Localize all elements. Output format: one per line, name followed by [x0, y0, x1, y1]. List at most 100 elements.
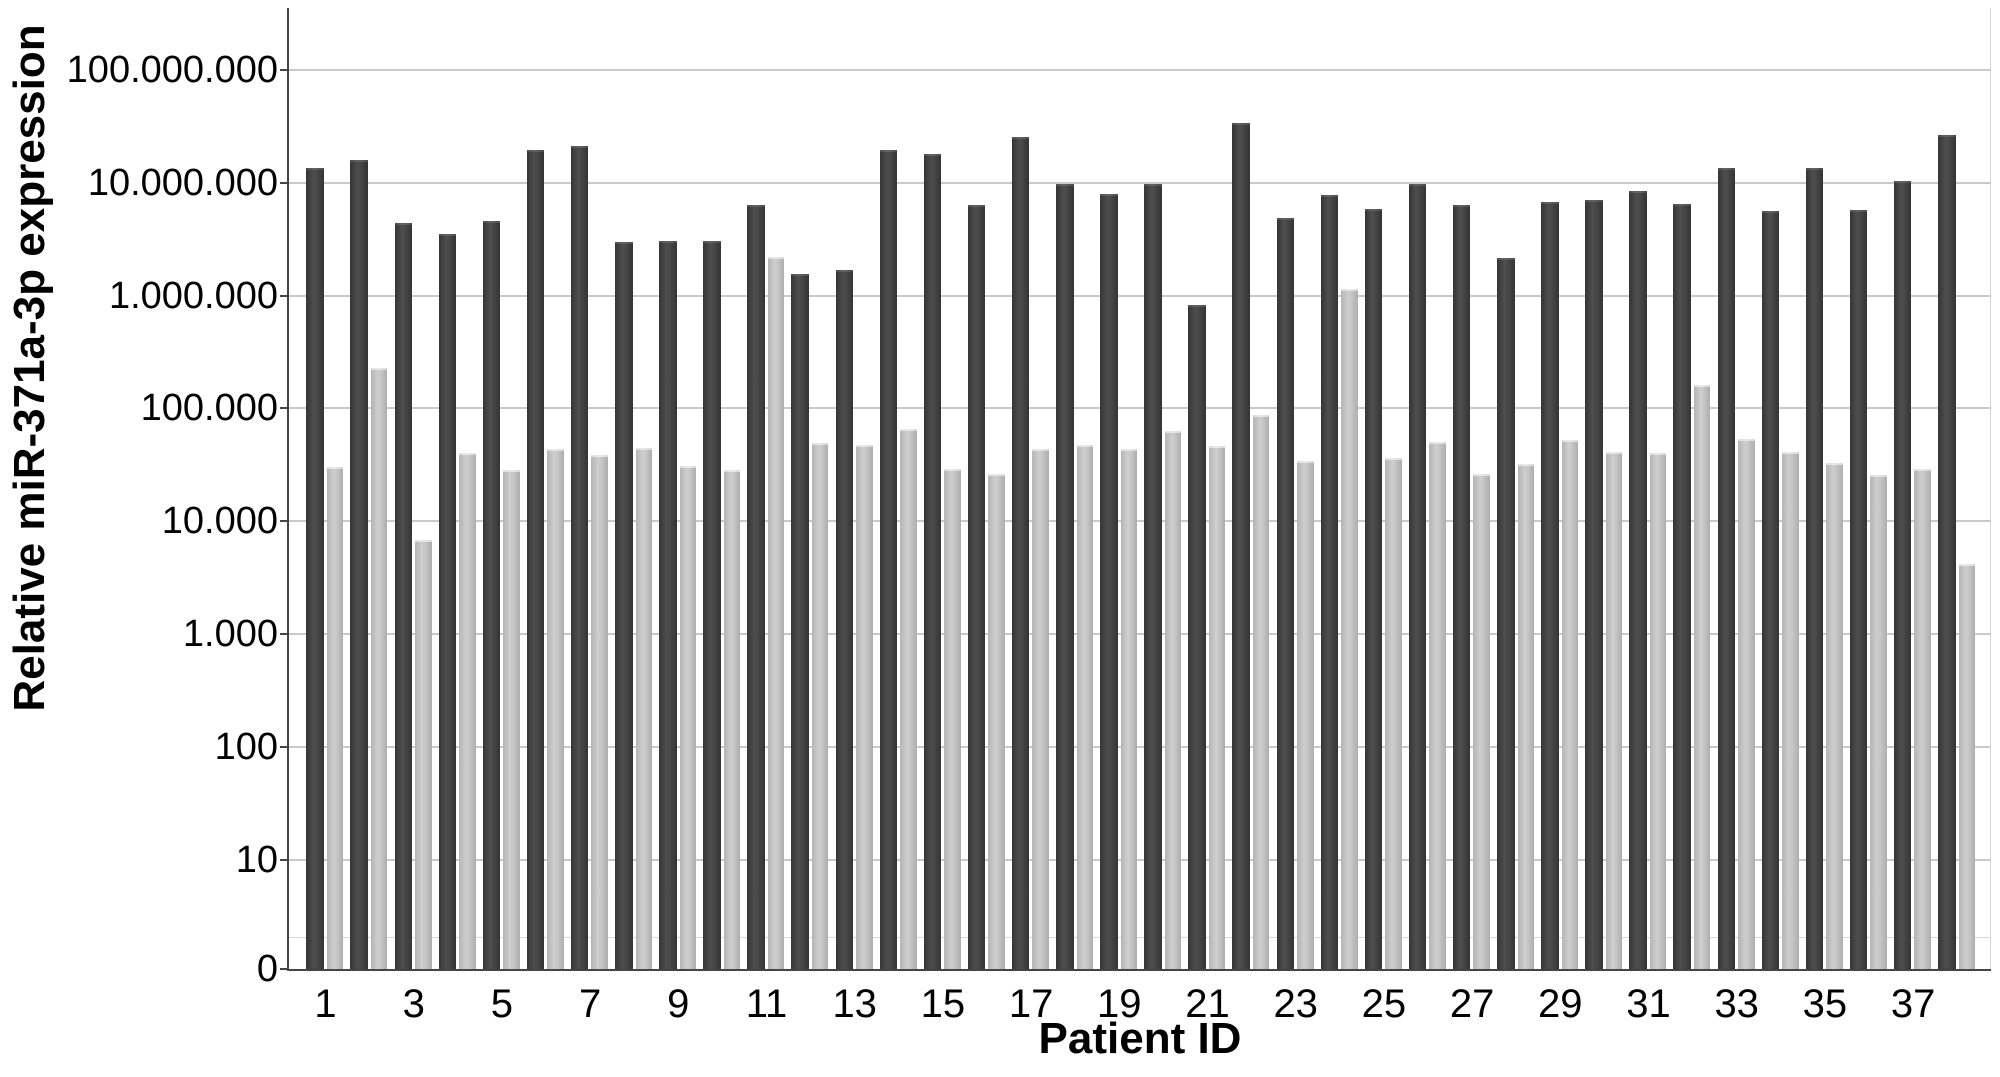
- bar-light-patient-20: [1164, 431, 1182, 969]
- bar-dark-patient-13: [835, 269, 853, 969]
- bar-dark-patient-4: [438, 234, 457, 969]
- x-tick-label: 7: [578, 982, 602, 1026]
- bar-light-patient-5: [503, 469, 520, 969]
- y-tick-label: 100: [214, 726, 278, 769]
- bar-light-patient-9: [679, 465, 697, 969]
- y-tick-label: 10.000: [161, 500, 278, 543]
- y-gridline: [289, 407, 1991, 410]
- bar-light-patient-7: [591, 454, 608, 969]
- bar-light-patient-32: [1693, 385, 1711, 969]
- bar-light-patient-30: [1605, 451, 1623, 969]
- y-tick-mark: [280, 68, 288, 71]
- bar-light-patient-8: [635, 447, 652, 969]
- bar-dark-patient-23: [1276, 217, 1294, 969]
- bar-light-patient-14: [900, 428, 917, 969]
- bar-light-patient-38: [1958, 563, 1975, 969]
- y-tick-mark: [280, 746, 288, 749]
- x-tick-label: 29: [1538, 982, 1583, 1026]
- bar-dark-patient-21: [1188, 304, 1206, 969]
- plot-area: [280, 8, 1991, 971]
- bar-light-patient-15: [944, 469, 961, 969]
- y-axis-line: [287, 8, 289, 971]
- bar-dark-patient-16: [967, 204, 986, 969]
- bar-light-patient-24: [1341, 288, 1358, 969]
- x-tick-label: 9: [667, 982, 690, 1026]
- bar-dark-patient-26: [1408, 183, 1427, 969]
- x-tick-label: 3: [402, 982, 425, 1026]
- bar-light-patient-13: [856, 444, 873, 969]
- bar-light-patient-19: [1120, 448, 1138, 969]
- bar-dark-patient-29: [1541, 202, 1559, 969]
- bar-light-patient-21: [1208, 445, 1226, 969]
- y-gridline-one: [289, 937, 1991, 938]
- bar-dark-patient-1: [306, 168, 324, 969]
- bar-light-patient-2: [370, 367, 388, 969]
- bar-dark-patient-11: [747, 205, 765, 969]
- y-tick-mark: [280, 633, 288, 636]
- x-tick-label: 33: [1714, 982, 1759, 1026]
- bar-light-patient-35: [1826, 462, 1843, 969]
- bar-light-patient-25: [1385, 457, 1402, 969]
- x-tick-label: 11: [745, 982, 788, 1026]
- bar-light-patient-27: [1473, 474, 1490, 969]
- bar-dark-patient-17: [1011, 136, 1030, 969]
- bar-light-patient-10: [723, 469, 741, 969]
- bar-dark-patient-15: [923, 154, 942, 969]
- y-tick-mark: [280, 181, 288, 184]
- x-tick-label: 17: [1008, 982, 1054, 1026]
- x-tick-label: 19: [1097, 982, 1142, 1026]
- bar-light-patient-23: [1297, 461, 1314, 969]
- bar-light-patient-11: [767, 256, 785, 969]
- bar-dark-patient-22: [1232, 123, 1250, 969]
- x-tick-label: 13: [832, 982, 877, 1026]
- x-tick-label: 35: [1802, 982, 1848, 1026]
- y-tick-label: 1.000.000: [108, 274, 278, 317]
- x-axis-title: Patient ID: [1038, 1014, 1242, 1063]
- bar-light-patient-22: [1252, 415, 1270, 969]
- y-tick-label: 100.000: [140, 387, 278, 430]
- bar-dark-patient-31: [1629, 190, 1647, 969]
- y-tick-label: 100.000.000: [66, 48, 278, 91]
- bar-light-patient-12: [811, 443, 829, 969]
- bar-dark-patient-10: [703, 240, 721, 969]
- x-tick-label: 31: [1626, 982, 1671, 1026]
- y-gridline: [289, 294, 1991, 297]
- x-tick-label: 15: [920, 982, 966, 1026]
- bar-light-patient-1: [326, 467, 344, 969]
- bar-dark-patient-28: [1497, 258, 1515, 969]
- bar-dark-patient-32: [1673, 203, 1691, 969]
- y-tick-mark: [280, 294, 288, 297]
- x-tick-label: 21: [1185, 982, 1230, 1026]
- bar-light-patient-34: [1782, 452, 1799, 969]
- y-tick-mark: [280, 968, 288, 970]
- bar-light-patient-36: [1870, 475, 1887, 969]
- y-gridline: [289, 859, 1991, 861]
- bar-dark-patient-3: [394, 222, 412, 969]
- bar-light-patient-37: [1914, 469, 1931, 969]
- bar-dark-patient-34: [1761, 211, 1780, 969]
- y-tick-label: 1.000: [182, 613, 278, 656]
- bar-light-patient-33: [1738, 438, 1755, 969]
- x-tick-label: 23: [1273, 982, 1318, 1026]
- y-tick-label: 10.000.000: [87, 161, 278, 204]
- x-tick-label: 37: [1890, 982, 1936, 1026]
- y-gridline: [289, 68, 1991, 71]
- y-gridline: [289, 181, 1991, 184]
- bar-dark-patient-18: [1056, 183, 1074, 969]
- x-tick-label: 25: [1361, 982, 1407, 1026]
- y-gridline: [289, 633, 1991, 636]
- bar-light-patient-26: [1429, 441, 1446, 969]
- bar-dark-patient-2: [350, 160, 368, 969]
- bar-light-patient-6: [547, 448, 564, 969]
- bar-light-patient-18: [1076, 445, 1093, 969]
- x-tick-label: 5: [490, 982, 514, 1026]
- bar-dark-patient-37: [1893, 180, 1912, 969]
- bar-dark-patient-19: [1100, 193, 1118, 969]
- bar-dark-patient-38: [1938, 134, 1956, 969]
- y-gridline: [289, 520, 1991, 523]
- y-gridline: [289, 746, 1991, 749]
- x-tick-label: 27: [1449, 982, 1495, 1026]
- bar-dark-patient-12: [791, 274, 809, 969]
- bar-dark-patient-24: [1320, 195, 1339, 969]
